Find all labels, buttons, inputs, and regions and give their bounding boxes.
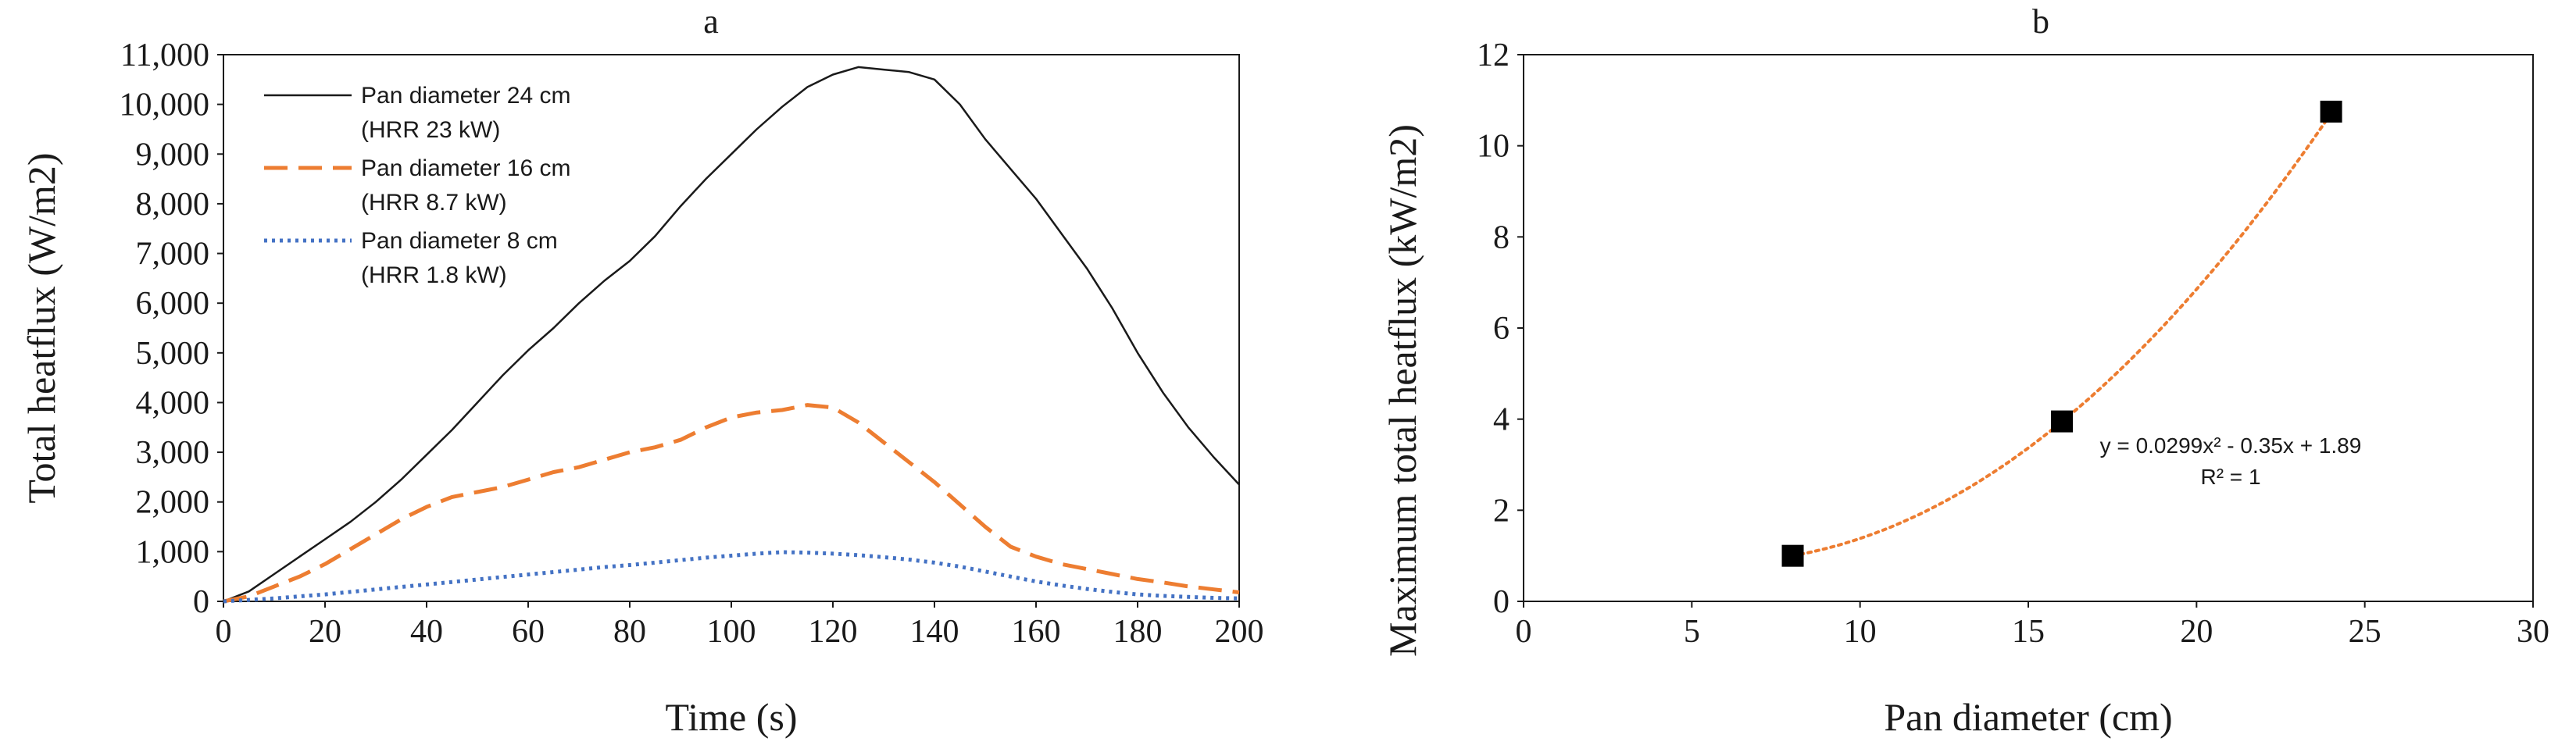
x-tick-label: 25 bbox=[2349, 614, 2381, 650]
y-tick-label: 4,000 bbox=[136, 385, 210, 421]
x-tick-label: 160 bbox=[1012, 614, 1061, 650]
data-point-marker bbox=[2320, 100, 2342, 123]
panel-b-plot-frame bbox=[1523, 54, 2534, 602]
x-tick-label: 20 bbox=[2180, 614, 2213, 650]
panel-b-points bbox=[1781, 100, 2342, 567]
legend-label-8cm: Pan diameter 8 cm bbox=[361, 228, 558, 254]
series-line-8cm bbox=[223, 550, 1240, 604]
legend-label-16cm: Pan diameter 16 cm bbox=[361, 155, 570, 181]
legend-label-16cm-hrr: (HRR 8.7 kW) bbox=[361, 190, 507, 216]
y-tick-label: 0 bbox=[1493, 584, 1510, 620]
y-tick-label: 5,000 bbox=[136, 336, 210, 372]
x-tick-label: 80 bbox=[613, 614, 646, 650]
y-tick-label: 3,000 bbox=[136, 435, 210, 471]
x-tick-label: 5 bbox=[1684, 614, 1700, 650]
y-tick-label: 0 bbox=[193, 584, 209, 620]
panel-a-y-axis-label: Total heatflux (W/m2) bbox=[20, 152, 63, 503]
series-line-16cm bbox=[223, 403, 1240, 604]
panel-b-trendline bbox=[1791, 112, 2333, 558]
y-tick-label: 8,000 bbox=[136, 187, 210, 223]
x-tick-label: 30 bbox=[2517, 614, 2549, 650]
panel-b: b 0 5 10 15 20 25 30 0 2 4 6 8 10 12 y = 0.0299x² - … bbox=[1381, 2, 2549, 739]
y-tick-label: 2 bbox=[1493, 493, 1510, 529]
x-tick-label: 140 bbox=[910, 614, 959, 650]
panel-b-y-ticks: 0 2 4 6 8 10 12 bbox=[1477, 37, 1524, 620]
x-tick-label: 0 bbox=[1516, 614, 1532, 650]
y-tick-label: 10,000 bbox=[120, 87, 210, 123]
panel-b-x-axis-label: Pan diameter (cm) bbox=[1884, 695, 2172, 739]
data-point-marker bbox=[1781, 544, 1804, 567]
x-tick-label: 180 bbox=[1113, 614, 1163, 650]
y-tick-label: 11,000 bbox=[120, 37, 209, 73]
panel-a-series bbox=[223, 66, 1240, 604]
y-tick-label: 9,000 bbox=[136, 137, 210, 173]
x-tick-label: 15 bbox=[2012, 614, 2045, 650]
y-tick-label: 8 bbox=[1493, 219, 1510, 255]
x-tick-label: 20 bbox=[309, 614, 341, 650]
y-tick-label: 6,000 bbox=[136, 286, 210, 322]
y-tick-label: 4 bbox=[1493, 402, 1510, 438]
x-tick-label: 0 bbox=[216, 614, 232, 650]
panel-b-y-axis-label: Maximum total heatflux (kW/m2) bbox=[1381, 124, 1424, 657]
series-line-24cm bbox=[223, 66, 1240, 603]
y-tick-label: 12 bbox=[1477, 37, 1510, 73]
panel-b-title: b bbox=[2032, 2, 2049, 41]
x-tick-label: 120 bbox=[809, 614, 858, 650]
legend-label-24cm-hrr: (HRR 23 kW) bbox=[361, 117, 500, 143]
legend-label-24cm: Pan diameter 24 cm bbox=[361, 83, 570, 109]
legend-label-8cm-hrr: (HRR 1.8 kW) bbox=[361, 262, 507, 288]
x-tick-label: 40 bbox=[410, 614, 443, 650]
x-tick-label: 10 bbox=[1844, 614, 1877, 650]
panel-a: a 0 20 40 60 80 100 120 140 160 180 200 0 1,000 2,00… bbox=[20, 2, 1264, 739]
panel-a-title: a bbox=[703, 2, 719, 41]
data-point-marker bbox=[2051, 410, 2074, 433]
trendline-curve bbox=[1791, 112, 2333, 558]
x-tick-label: 200 bbox=[1215, 614, 1264, 650]
x-tick-label: 100 bbox=[707, 614, 756, 650]
x-tick-label: 60 bbox=[512, 614, 545, 650]
panel-b-x-ticks: 0 5 10 15 20 25 30 bbox=[1516, 601, 2549, 650]
y-tick-label: 2,000 bbox=[136, 485, 210, 521]
panel-a-x-axis-label: Time (s) bbox=[665, 695, 797, 739]
panel-a-x-ticks: 0 20 40 60 80 100 120 140 160 180 200 bbox=[216, 601, 1264, 650]
y-tick-label: 6 bbox=[1493, 311, 1510, 347]
panel-a-y-ticks: 0 1,000 2,000 3,000 4,000 5,000 6,000 7,000 8,00… bbox=[120, 37, 223, 620]
y-tick-label: 10 bbox=[1477, 129, 1510, 165]
panel-a-legend: Pan diameter 24 cm (HRR 23 kW) Pan diame… bbox=[264, 83, 570, 288]
trendline-equation: y = 0.0299x² - 0.35x + 1.89 bbox=[2100, 433, 2362, 458]
y-tick-label: 7,000 bbox=[136, 237, 210, 273]
trendline-r-squared: R² = 1 bbox=[2200, 465, 2260, 489]
y-tick-label: 1,000 bbox=[136, 534, 210, 570]
